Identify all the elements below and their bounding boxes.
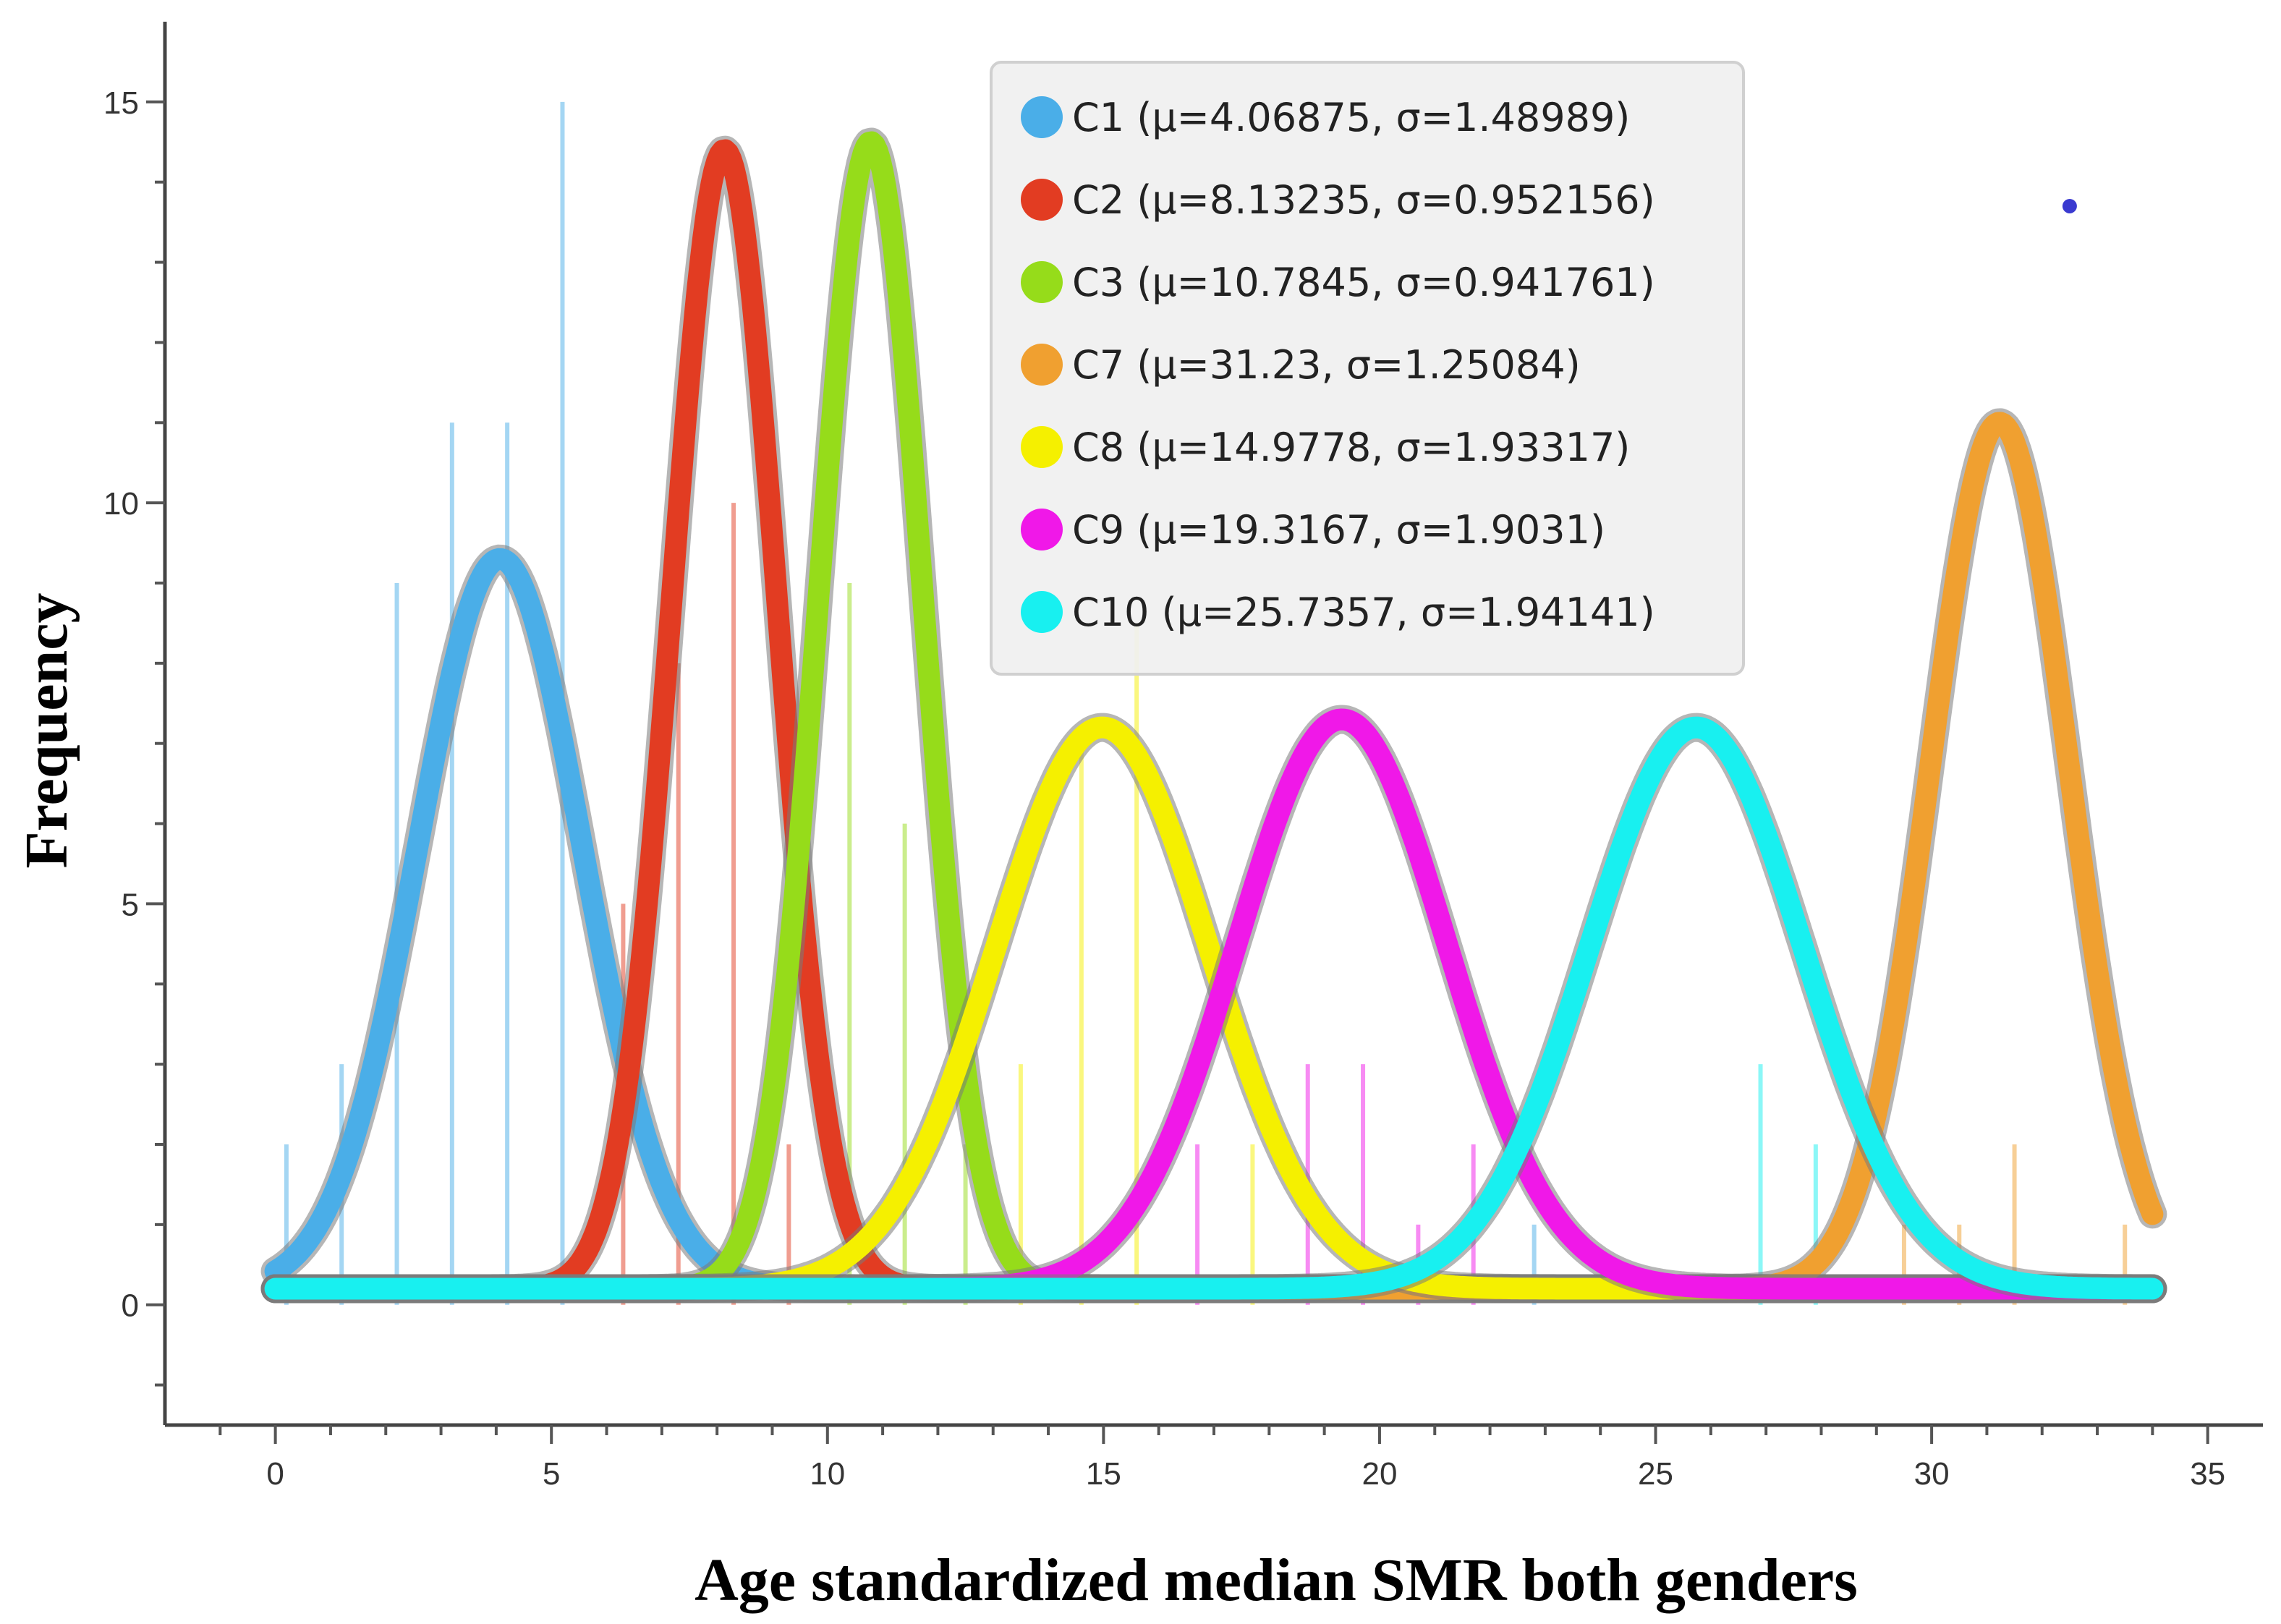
x-tick-label: 30 <box>1914 1456 1950 1492</box>
marker-point <box>2062 198 2077 213</box>
y-tick-label: 15 <box>103 85 139 121</box>
x-axis-title: Age standardized median SMR both genders <box>695 1547 1858 1614</box>
x-tick-label: 35 <box>2190 1456 2225 1492</box>
legend-label-c1: C1 (μ=4.06875, σ=1.48989) <box>1072 95 1630 140</box>
x-tick-label: 0 <box>266 1456 284 1492</box>
legend-swatch-c10 <box>1021 591 1063 633</box>
legend-label-c3: C3 (μ=10.7845, σ=0.941761) <box>1072 260 1655 305</box>
legend-label-c10: C10 (μ=25.7357, σ=1.94141) <box>1072 590 1655 635</box>
y-axis-title: Frequency <box>13 592 80 868</box>
legend-label-c9: C9 (μ=19.3167, σ=1.9031) <box>1072 507 1605 553</box>
legend-items: C1 (μ=4.06875, σ=1.48989) C2 (μ=8.13235, … <box>1021 95 1655 635</box>
legend-label-c8: C8 (μ=14.9778, σ=1.93317) <box>1072 425 1630 470</box>
legend-swatch-c3 <box>1021 261 1063 303</box>
legend-label-c7: C7 (μ=31.23, σ=1.25084) <box>1072 342 1581 388</box>
x-tick-label: 5 <box>543 1456 560 1492</box>
y-tick-label: 0 <box>122 1288 139 1324</box>
legend-swatch-c7 <box>1021 344 1063 386</box>
curves-layer <box>260 127 2167 1304</box>
x-tick-label: 10 <box>810 1456 845 1492</box>
x-tick-label: 20 <box>1362 1456 1397 1492</box>
y-tick-label: 10 <box>103 486 139 522</box>
legend-label-c2: C2 (μ=8.13235, σ=0.952156) <box>1072 177 1655 223</box>
legend-box <box>990 61 1745 676</box>
legend-swatch-c1 <box>1021 96 1063 138</box>
x-tick-label: 15 <box>1086 1456 1121 1492</box>
series-line-c10 <box>264 716 2164 1300</box>
legend-swatch-c2 <box>1021 179 1063 221</box>
legend-swatch-c8 <box>1021 426 1063 468</box>
y-tick-label: 5 <box>122 887 139 922</box>
x-tick-label: 25 <box>1638 1456 1673 1492</box>
legend-swatch-c9 <box>1021 509 1063 550</box>
legend[interactable]: C1 (μ=4.06875, σ=1.48989) C2 (μ=8.13235, … <box>990 61 1745 676</box>
axes: 0 5 10 15 20 25 30 35 0 5 10 15 <box>103 22 2263 1492</box>
